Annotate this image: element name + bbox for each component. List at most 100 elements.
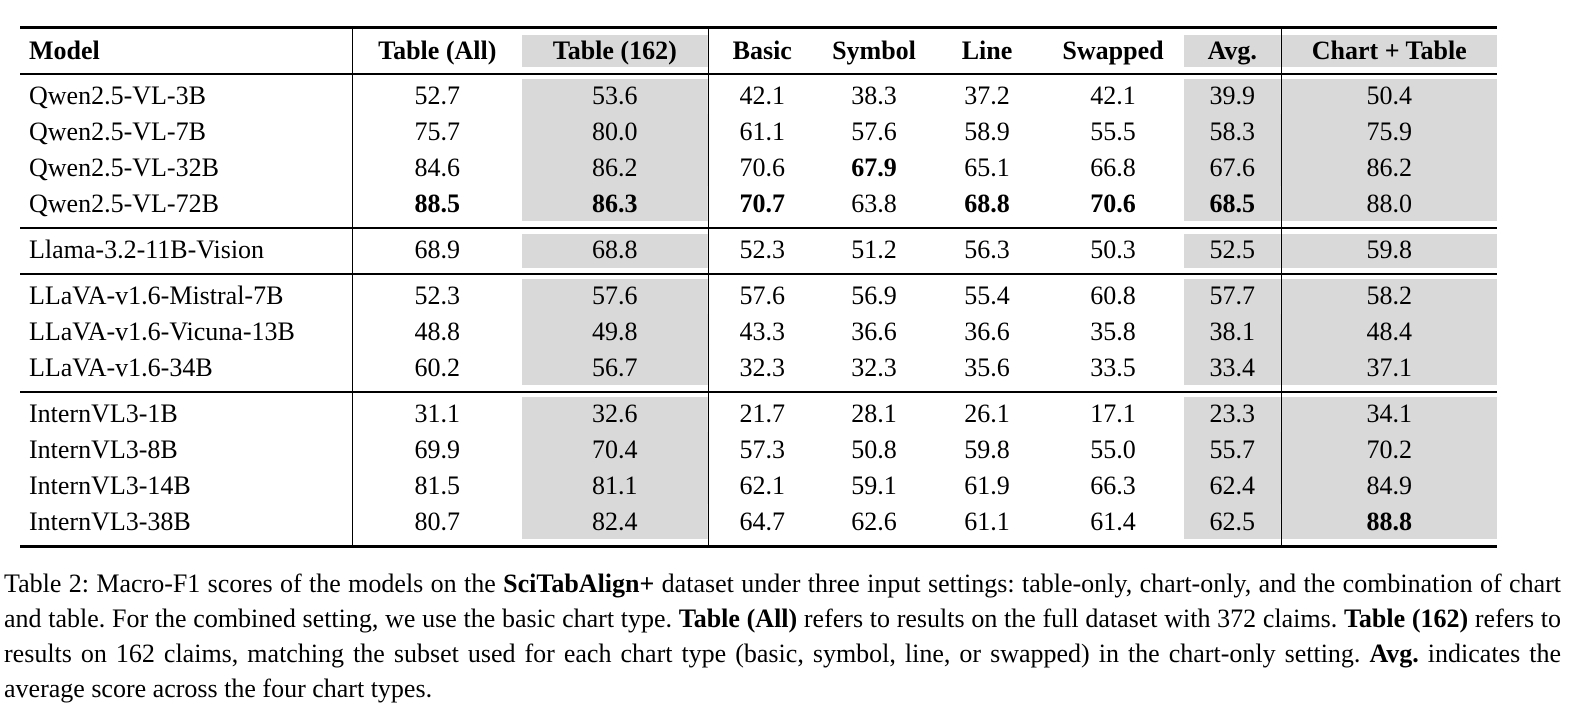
score-cell: 32.3 bbox=[707, 350, 816, 392]
score-cell: 75.7 bbox=[351, 114, 522, 150]
column-header-basic: Basic bbox=[707, 27, 816, 74]
score-cell: 56.9 bbox=[851, 281, 897, 310]
column-header-swapped: Swapped bbox=[1062, 36, 1164, 65]
model-name-cell: LLaVA-v1.6-Vicuna-13B bbox=[29, 317, 295, 346]
score-cell: 86.2 bbox=[1280, 150, 1497, 186]
table-caption: Table 2: Macro-F1 scores of the models o… bbox=[4, 566, 1561, 706]
table-row: Qwen2.5-VL-7B 75.7 80.0 61.1 57.6 58.9 5… bbox=[20, 114, 1497, 150]
score-cell: 59.8 bbox=[1280, 228, 1497, 274]
score-cell: 28.1 bbox=[851, 399, 897, 428]
score-cell: 88.0 bbox=[1280, 186, 1497, 228]
score-cell: 59.8 bbox=[964, 435, 1010, 464]
score-cell: 50.4 bbox=[1280, 74, 1497, 114]
score-cell: 70.4 bbox=[522, 432, 708, 468]
model-name-cell: Qwen2.5-VL-72B bbox=[29, 189, 219, 218]
score-cell: 37.2 bbox=[964, 81, 1010, 110]
caption-text: dataset under three input settings: tabl… bbox=[4, 569, 1561, 633]
score-cell: 57.6 bbox=[522, 274, 708, 314]
score-cell: 70.2 bbox=[1280, 432, 1497, 468]
score-cell: 34.1 bbox=[1280, 392, 1497, 432]
results-table: Model Table (All) Table (162) Basic Symb… bbox=[20, 26, 1497, 548]
score-cell: 66.3 bbox=[1090, 471, 1136, 500]
score-cell: 56.7 bbox=[522, 350, 708, 392]
score-cell: 57.6 bbox=[707, 274, 816, 314]
score-cell: 58.2 bbox=[1280, 274, 1497, 314]
score-cell: 49.8 bbox=[522, 314, 708, 350]
score-cell: 81.1 bbox=[522, 468, 708, 504]
score-cell: 64.7 bbox=[707, 504, 816, 547]
score-cell: 70.6 bbox=[1090, 189, 1136, 218]
score-cell: 84.9 bbox=[1280, 468, 1497, 504]
score-cell: 62.1 bbox=[707, 468, 816, 504]
caption-bold-avg: Avg. bbox=[1369, 639, 1419, 668]
table-row: LLaVA-v1.6-Mistral-7B 52.3 57.6 57.6 56.… bbox=[20, 274, 1497, 314]
table-row: InternVL3-14B 81.5 81.1 62.1 59.1 61.9 6… bbox=[20, 468, 1497, 504]
model-name-cell: InternVL3-38B bbox=[29, 507, 191, 536]
score-cell: 55.4 bbox=[964, 281, 1010, 310]
score-cell: 35.8 bbox=[1090, 317, 1136, 346]
paper-page: Model Table (All) Table (162) Basic Symb… bbox=[4, 26, 1561, 706]
group-llama: Llama-3.2-11B-Vision 68.9 68.8 52.3 51.2… bbox=[20, 228, 1497, 274]
score-cell: 61.9 bbox=[964, 471, 1010, 500]
table-row: Llama-3.2-11B-Vision 68.9 68.8 52.3 51.2… bbox=[20, 228, 1497, 274]
score-cell: 68.5 bbox=[1184, 186, 1281, 228]
score-cell: 38.1 bbox=[1184, 314, 1281, 350]
score-cell: 61.4 bbox=[1090, 507, 1136, 536]
score-cell: 57.7 bbox=[1184, 274, 1281, 314]
score-cell: 33.5 bbox=[1090, 353, 1136, 382]
score-cell: 70.6 bbox=[707, 150, 816, 186]
score-cell: 88.5 bbox=[351, 186, 522, 228]
score-cell: 42.1 bbox=[707, 74, 816, 114]
table-row: InternVL3-1B 31.1 32.6 21.7 28.1 26.1 17… bbox=[20, 392, 1497, 432]
score-cell: 42.1 bbox=[1090, 81, 1136, 110]
column-header-table-all: Table (All) bbox=[351, 27, 522, 74]
score-cell: 52.5 bbox=[1184, 228, 1281, 274]
model-name-cell: Qwen2.5-VL-7B bbox=[29, 117, 206, 146]
model-name-cell: LLaVA-v1.6-Mistral-7B bbox=[29, 281, 284, 310]
score-cell: 63.8 bbox=[851, 189, 897, 218]
model-name-cell: Qwen2.5-VL-3B bbox=[29, 81, 206, 110]
score-cell: 39.9 bbox=[1184, 74, 1281, 114]
caption-text: indicates the average score across the f… bbox=[4, 639, 1561, 703]
score-cell: 61.1 bbox=[707, 114, 816, 150]
score-cell: 52.7 bbox=[351, 74, 522, 114]
score-cell: 81.5 bbox=[351, 468, 522, 504]
score-cell: 80.0 bbox=[522, 114, 708, 150]
score-cell: 57.3 bbox=[707, 432, 816, 468]
caption-text: refers to results on the full dataset wi… bbox=[797, 604, 1344, 633]
table-row: LLaVA-v1.6-Vicuna-13B 48.8 49.8 43.3 36.… bbox=[20, 314, 1497, 350]
score-cell: 61.1 bbox=[964, 507, 1010, 536]
score-cell: 23.3 bbox=[1184, 392, 1281, 432]
score-cell: 58.9 bbox=[964, 117, 1010, 146]
model-name-cell: InternVL3-1B bbox=[29, 399, 178, 428]
score-cell: 58.3 bbox=[1184, 114, 1281, 150]
header-row: Model Table (All) Table (162) Basic Symb… bbox=[20, 27, 1497, 74]
score-cell: 59.1 bbox=[851, 471, 897, 500]
model-name-cell: Qwen2.5-VL-32B bbox=[29, 153, 219, 182]
score-cell: 38.3 bbox=[851, 81, 897, 110]
score-cell: 60.8 bbox=[1090, 281, 1136, 310]
group-llava: LLaVA-v1.6-Mistral-7B 52.3 57.6 57.6 56.… bbox=[20, 274, 1497, 392]
score-cell: 33.4 bbox=[1184, 350, 1281, 392]
score-cell: 67.6 bbox=[1184, 150, 1281, 186]
score-cell: 32.3 bbox=[851, 353, 897, 382]
table-row: Qwen2.5-VL-32B 84.6 86.2 70.6 67.9 65.1 … bbox=[20, 150, 1497, 186]
score-cell: 36.6 bbox=[964, 317, 1010, 346]
table-row: LLaVA-v1.6-34B 60.2 56.7 32.3 32.3 35.6 … bbox=[20, 350, 1497, 392]
column-header-avg: Avg. bbox=[1184, 27, 1281, 74]
score-cell: 68.8 bbox=[522, 228, 708, 274]
score-cell: 86.2 bbox=[522, 150, 708, 186]
score-cell: 37.1 bbox=[1280, 350, 1497, 392]
table-row: Qwen2.5-VL-72B 88.5 86.3 70.7 63.8 68.8 … bbox=[20, 186, 1497, 228]
score-cell: 82.4 bbox=[522, 504, 708, 547]
score-cell: 55.0 bbox=[1090, 435, 1136, 464]
score-cell: 48.8 bbox=[351, 314, 522, 350]
score-cell: 35.6 bbox=[964, 353, 1010, 382]
model-name-cell: Llama-3.2-11B-Vision bbox=[29, 235, 265, 264]
score-cell: 36.6 bbox=[851, 317, 897, 346]
score-cell: 32.6 bbox=[522, 392, 708, 432]
score-cell: 86.3 bbox=[522, 186, 708, 228]
caption-bold-table-all: Table (All) bbox=[678, 604, 798, 633]
score-cell: 70.7 bbox=[707, 186, 816, 228]
group-internvl: InternVL3-1B 31.1 32.6 21.7 28.1 26.1 17… bbox=[20, 392, 1497, 547]
